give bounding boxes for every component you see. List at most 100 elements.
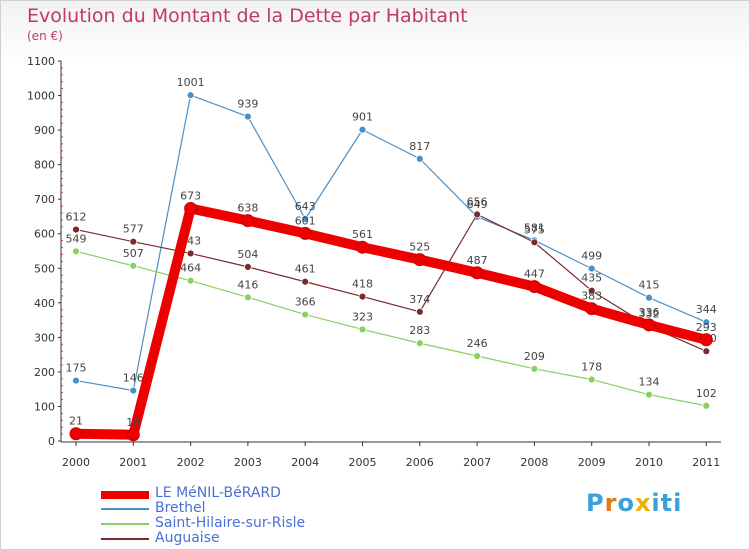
data-point (358, 292, 367, 301)
data-point (184, 202, 198, 216)
data-point (699, 333, 713, 347)
data-label: 374 (409, 293, 430, 306)
y-tick-label: 1100 (27, 55, 55, 68)
data-point (72, 376, 80, 385)
data-point (186, 276, 195, 285)
data-label: 577 (123, 223, 144, 236)
data-point (243, 262, 252, 271)
data-label: 504 (237, 248, 258, 261)
logo-letter: i (673, 489, 683, 517)
data-label: 344 (696, 303, 717, 316)
data-point (702, 318, 711, 327)
data-label: 283 (409, 324, 430, 337)
y-tick-label: 700 (34, 193, 55, 206)
data-label: 134 (639, 376, 660, 389)
data-label: 638 (237, 202, 258, 215)
series-line-brethel (75, 94, 707, 392)
data-point (243, 293, 252, 302)
data-label: 178 (581, 361, 602, 374)
data-label: 18 (126, 416, 140, 429)
data-label: 549 (66, 232, 87, 245)
legend-label-auguaise: Auguaise (155, 530, 220, 546)
data-point (587, 375, 596, 384)
data-point (470, 266, 484, 280)
data-point (72, 247, 80, 256)
data-label: 415 (639, 279, 660, 292)
y-tick-label: 500 (34, 262, 55, 275)
logo-letter: P (586, 489, 605, 517)
data-point (473, 210, 482, 219)
y-tick-label: 1000 (27, 90, 55, 103)
legend-swatch-brethel (101, 508, 149, 510)
y-tick-label: 400 (34, 297, 55, 310)
data-point (126, 428, 140, 442)
data-point (358, 325, 367, 334)
data-label: 146 (123, 372, 144, 385)
data-label: 464 (180, 262, 201, 275)
data-point (702, 347, 711, 356)
data-label: 656 (467, 195, 488, 208)
data-point (186, 249, 195, 258)
legend-swatch-menil-berard (101, 491, 149, 499)
data-point (241, 214, 255, 228)
data-point (645, 390, 653, 399)
data-label: 643 (295, 200, 316, 213)
data-label: 209 (524, 350, 545, 363)
data-point (301, 310, 310, 319)
data-label: 102 (696, 387, 717, 400)
data-point (527, 280, 541, 294)
data-point (69, 427, 83, 441)
data-label: 293 (696, 321, 717, 334)
data-point (243, 112, 252, 121)
data-point (415, 307, 424, 316)
data-point (530, 364, 539, 373)
data-label: 487 (467, 254, 488, 267)
data-label: 323 (352, 310, 373, 323)
data-point (298, 226, 312, 240)
data-label: 817 (409, 140, 430, 153)
data-label: 175 (66, 362, 87, 375)
x-tick-label: 2003 (234, 456, 262, 469)
series-line-le-m-nil-b-rard (71, 203, 712, 440)
data-point (72, 225, 80, 234)
data-label: 649 (467, 198, 488, 211)
y-tick-label: 0 (48, 435, 55, 448)
data-point (415, 339, 424, 348)
data-label: 21 (69, 415, 83, 428)
x-tick-label: 2005 (349, 456, 377, 469)
data-label: 581 (524, 221, 545, 234)
data-label: 447 (524, 268, 545, 281)
data-label: 416 (237, 278, 258, 291)
data-label: 499 (581, 250, 602, 263)
proxiti-logo: Proxiti (586, 489, 682, 517)
legend-label-menil-berard: LE MéNIL-BéRARD (155, 485, 281, 501)
data-label: 901 (352, 111, 373, 124)
y-tick-label: 300 (34, 331, 55, 344)
data-label: 939 (237, 98, 258, 111)
x-tick-label: 2002 (177, 456, 205, 469)
x-tick-label: 2010 (635, 456, 663, 469)
data-point (413, 253, 427, 267)
x-tick-label: 2001 (119, 456, 147, 469)
x-tick-label: 2011 (692, 456, 720, 469)
data-label: 435 (581, 272, 602, 285)
data-point (186, 91, 195, 100)
data-point (645, 293, 653, 302)
y-tick-label: 800 (34, 159, 55, 172)
data-point (301, 277, 310, 286)
legend-label-brethel: Brethel (155, 500, 206, 516)
logo-letter: r (604, 489, 618, 517)
data-point (587, 264, 596, 273)
legend-label-saint-hilaire: Saint-Hilaire-sur-Risle (155, 515, 306, 531)
legend-swatch-saint-hilaire (101, 523, 149, 525)
data-label: 418 (352, 278, 373, 291)
x-tick-label: 2009 (578, 456, 606, 469)
data-label: 575 (524, 223, 545, 236)
y-tick-label: 900 (34, 124, 55, 137)
data-point (642, 318, 656, 332)
data-label: 673 (180, 190, 201, 203)
data-label: 461 (295, 263, 316, 276)
data-label: 601 (295, 214, 316, 227)
